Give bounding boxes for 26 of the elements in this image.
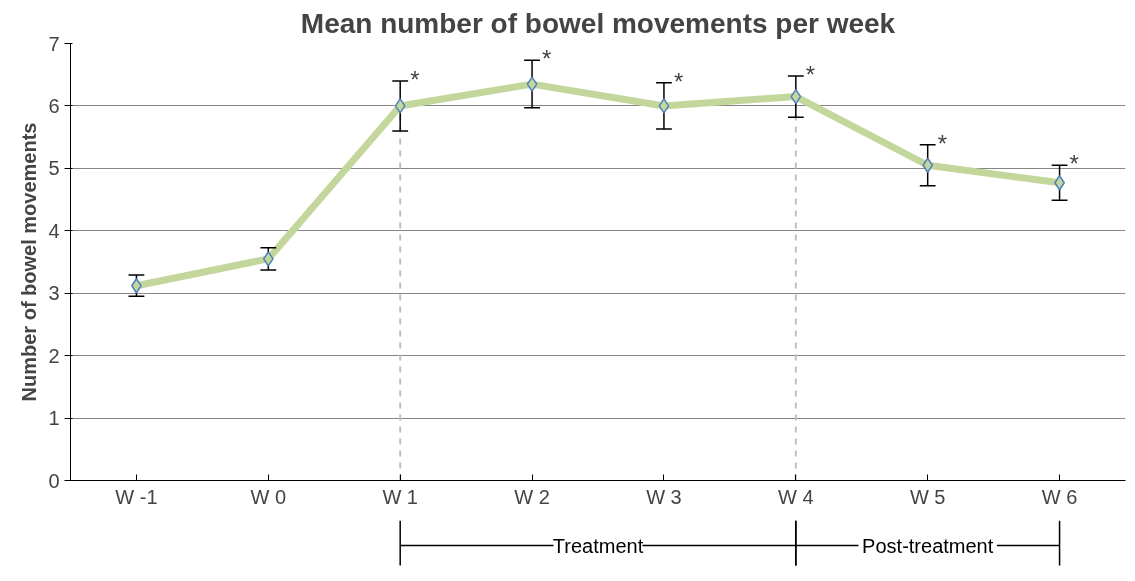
x-tick-label: W 1	[382, 485, 418, 508]
x-tick-label: W 2	[514, 485, 550, 508]
annotation: *	[410, 65, 420, 93]
x-tick-label: W 4	[778, 485, 814, 508]
text: Post-treatment	[862, 534, 994, 557]
x-tick-label: W 5	[909, 485, 946, 508]
chart-title: Mean number of bowel movements per week	[300, 7, 896, 39]
x-tick-label: W -1	[115, 485, 158, 508]
annotation: *	[542, 45, 552, 73]
y-tick-label: 6	[48, 94, 60, 117]
x-tick-label: W 6	[1041, 485, 1078, 508]
y-tick-label: 3	[48, 282, 60, 305]
y-tick-label: 2	[48, 344, 60, 367]
y-tick-label: 7	[48, 32, 60, 55]
y-tick-label: 0	[48, 469, 60, 492]
annotation: *	[805, 60, 816, 88]
annotation: *	[1069, 150, 1079, 178]
annotation: *	[937, 129, 948, 157]
x-tick-label: W 0	[250, 485, 287, 508]
y-tick-label: 5	[48, 157, 60, 180]
text: Treatment	[552, 534, 644, 557]
y-tick-label: 1	[48, 407, 60, 430]
x-tick-label: W 3	[646, 485, 682, 508]
y-tick-label: 4	[48, 219, 60, 242]
y-axis-title: Number of bowel movements	[18, 122, 41, 402]
annotation: *	[673, 67, 684, 95]
